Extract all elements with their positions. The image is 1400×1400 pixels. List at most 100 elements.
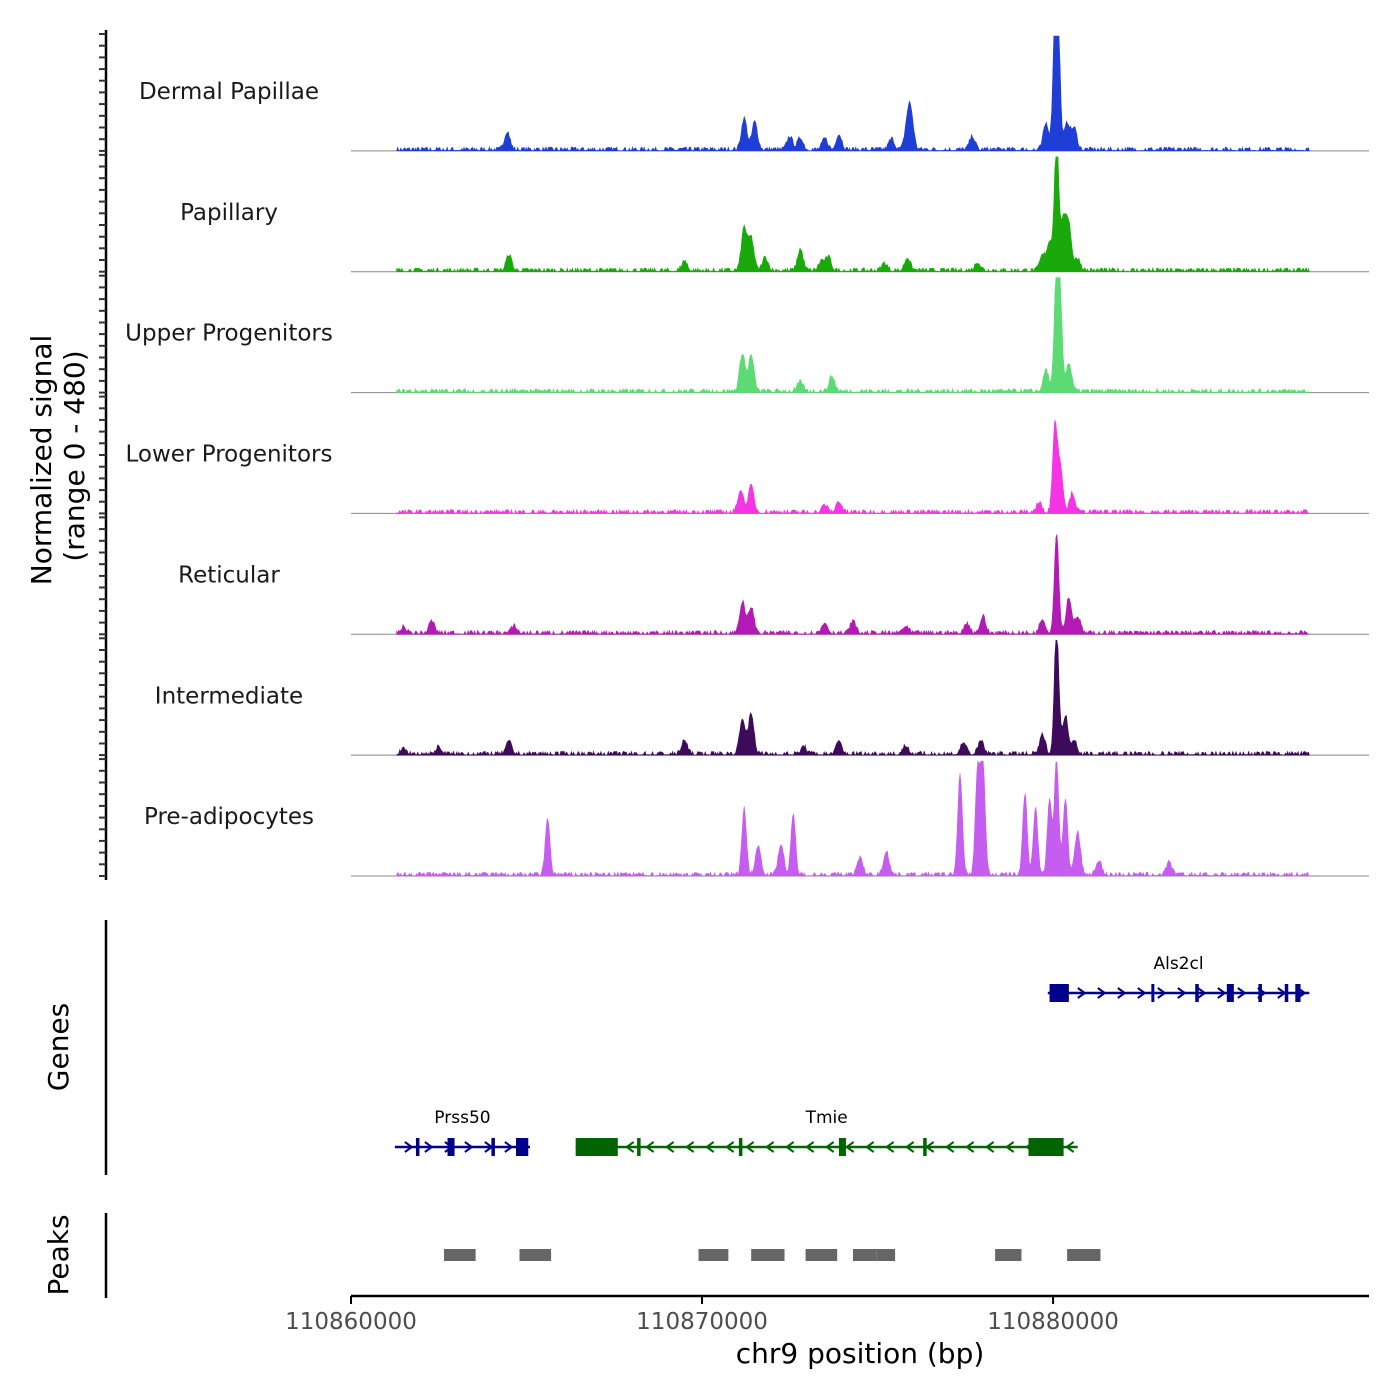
- x-axis-title: chr9 position (bp): [736, 1337, 985, 1370]
- signal-y-axis-title-line-1: Normalized signal: [25, 335, 58, 586]
- exon: [1226, 984, 1234, 1002]
- track-dermal-papillae: Dermal Papillae: [139, 35, 1369, 152]
- track-label-dermal-papillae: Dermal Papillae: [139, 79, 319, 105]
- strand-chevron: [1157, 987, 1167, 999]
- strand-chevron: [784, 1141, 795, 1153]
- strand-chevron: [664, 1141, 675, 1153]
- strand-chevron: [864, 1141, 875, 1153]
- strand-chevron: [904, 1141, 915, 1153]
- gene-prss50: Prss50: [394, 1108, 531, 1156]
- signal-area-pre-adipocytes: [396, 760, 1311, 877]
- strand-chevron: [404, 1141, 414, 1153]
- signal-tracks: Dermal Papillae Papillary Upper Progenitor…: [125, 35, 1369, 877]
- strand-chevron: [1077, 987, 1087, 999]
- exon: [1258, 984, 1262, 1002]
- peak-region: [519, 1249, 552, 1261]
- strand-chevron: [464, 1141, 474, 1153]
- exon: [1295, 984, 1301, 1002]
- signal-y-ticks: [99, 33, 106, 877]
- signal-area-intermediate: [396, 640, 1310, 757]
- strand-chevron: [724, 1141, 735, 1153]
- peak-region: [751, 1249, 785, 1261]
- exon: [838, 1138, 846, 1156]
- exon: [447, 1138, 455, 1156]
- x-tick-label: 110870000: [636, 1309, 768, 1335]
- signal-area-lower-progenitors: [396, 419, 1311, 515]
- x-tick-label: 110880000: [987, 1309, 1119, 1335]
- strand-chevron: [804, 1141, 815, 1153]
- strand-chevron: [884, 1141, 895, 1153]
- exon: [515, 1138, 529, 1156]
- strand-chevron: [1197, 987, 1207, 999]
- track-pre-adipocytes: Pre-adipocytes: [144, 760, 1369, 877]
- peaks-track-label: Peaks: [42, 1214, 75, 1295]
- strand-chevron: [764, 1141, 775, 1153]
- track-label-intermediate: Intermediate: [155, 683, 303, 709]
- gene-track: Als2cl Prss50 Tmie: [394, 954, 1310, 1156]
- strand-chevron: [684, 1141, 695, 1153]
- track-lower-progenitors: Lower Progenitors: [126, 419, 1369, 515]
- peak-region: [805, 1249, 838, 1261]
- strand-chevron: [964, 1141, 975, 1153]
- exon: [923, 1138, 927, 1156]
- gene-label-prss50: Prss50: [434, 1108, 490, 1128]
- strand-chevron: [984, 1141, 995, 1153]
- strand-chevron: [1004, 1141, 1015, 1153]
- exon: [637, 1138, 641, 1156]
- exon: [1049, 984, 1069, 1002]
- signal-area-upper-progenitors: [396, 277, 1311, 394]
- signal-area-dermal-papillae: [396, 35, 1310, 152]
- exon: [1028, 1138, 1064, 1156]
- gene-label-als2cl: Als2cl: [1154, 954, 1204, 974]
- strand-chevron: [624, 1141, 635, 1153]
- strand-chevron: [644, 1141, 655, 1153]
- exon: [1195, 984, 1199, 1002]
- strand-chevron: [1064, 1141, 1075, 1153]
- peak-region: [876, 1249, 896, 1261]
- exon: [738, 1138, 743, 1156]
- peak-track: [444, 1249, 1101, 1261]
- strand-chevron: [1177, 987, 1187, 999]
- gene-label-tmie: Tmie: [805, 1108, 848, 1128]
- signal-area-reticular: [396, 534, 1310, 636]
- strand-chevron: [1097, 987, 1107, 999]
- track-papillary: Papillary: [180, 156, 1369, 273]
- gene-als2cl: Als2cl: [1047, 954, 1310, 1002]
- track-label-lower-progenitors: Lower Progenitors: [126, 442, 333, 468]
- track-label-reticular: Reticular: [178, 562, 280, 588]
- strand-chevron: [704, 1141, 715, 1153]
- track-label-papillary: Papillary: [180, 200, 278, 226]
- x-tick-label: 110860000: [285, 1309, 417, 1335]
- track-reticular: Reticular: [178, 534, 1369, 636]
- signal-area-papillary: [396, 156, 1310, 273]
- strand-chevron: [1137, 987, 1147, 999]
- strand-chevron: [944, 1141, 955, 1153]
- strand-chevron: [844, 1141, 855, 1153]
- track-label-pre-adipocytes: Pre-adipocytes: [144, 804, 314, 830]
- exon: [1284, 984, 1289, 1002]
- exon: [491, 1138, 495, 1156]
- peak-region: [995, 1249, 1022, 1261]
- exon: [415, 1138, 420, 1156]
- signal-y-axis-title-line-2: (range 0 - 480): [58, 350, 91, 561]
- strand-chevron: [824, 1141, 835, 1153]
- track-label-upper-progenitors: Upper Progenitors: [125, 321, 333, 347]
- peak-region: [698, 1249, 729, 1261]
- strand-chevron: [1217, 987, 1227, 999]
- track-intermediate: Intermediate: [155, 640, 1369, 757]
- strand-chevron: [424, 1141, 434, 1153]
- strand-chevron: [1237, 987, 1247, 999]
- track-upper-progenitors: Upper Progenitors: [125, 277, 1369, 394]
- strand-chevron: [744, 1141, 755, 1153]
- gene-tmie: Tmie: [575, 1108, 1078, 1156]
- peak-region: [444, 1249, 476, 1261]
- gene-track-label: Genes: [42, 1003, 75, 1091]
- exon: [1151, 984, 1155, 1002]
- x-axis-ticks: 110860000 110870000 110880000: [285, 1296, 1119, 1335]
- exon: [575, 1138, 618, 1156]
- peak-region: [1067, 1249, 1101, 1261]
- peak-region: [852, 1249, 877, 1261]
- strand-chevron: [504, 1141, 514, 1153]
- strand-chevron: [1117, 987, 1127, 999]
